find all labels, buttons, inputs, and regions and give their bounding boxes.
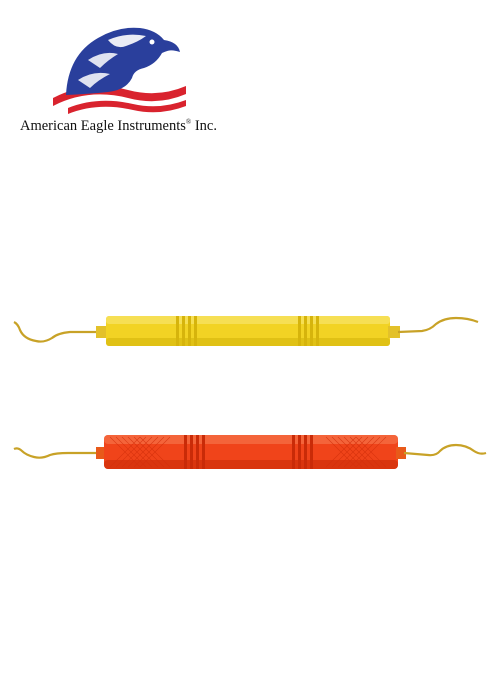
brand-suffix: Inc. — [191, 118, 217, 134]
right-tip — [403, 443, 487, 457]
dental-scaler-yellow — [13, 316, 479, 346]
right-tip — [397, 316, 479, 334]
brand-name: American Eagle Instruments® Inc. — [20, 118, 217, 135]
left-tip — [13, 321, 98, 343]
brand-name-text: American Eagle Instruments — [20, 118, 186, 134]
eagle-flag-logo-icon — [53, 27, 186, 114]
dental-scaler-red — [13, 435, 487, 469]
left-tip — [13, 447, 98, 459]
registered-mark: ® — [185, 118, 192, 127]
brand-logo: American Eagle Instruments® Inc. — [18, 20, 218, 134]
